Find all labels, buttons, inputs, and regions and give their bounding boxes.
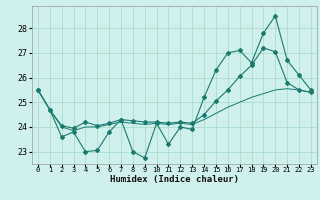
X-axis label: Humidex (Indice chaleur): Humidex (Indice chaleur)	[110, 175, 239, 184]
